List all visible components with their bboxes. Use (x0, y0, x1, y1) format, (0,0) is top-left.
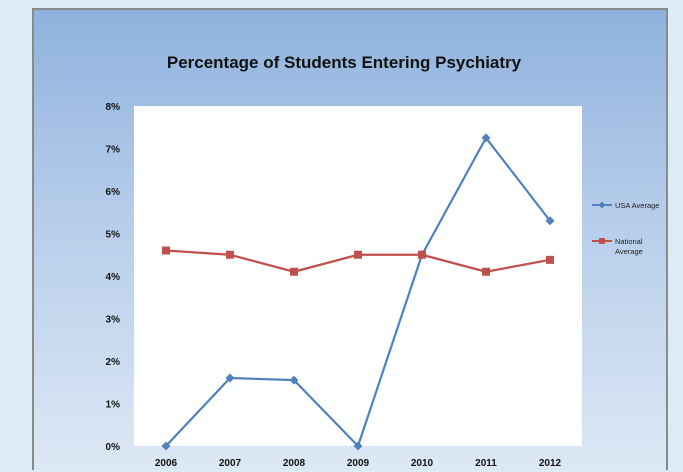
data-point (226, 250, 234, 259)
legend-swatch-marker (599, 238, 605, 244)
data-point (545, 216, 555, 226)
data-point (162, 246, 170, 255)
y-tick-label: 4% (106, 272, 121, 283)
data-point (482, 267, 490, 276)
y-tick-label: 1% (106, 400, 121, 411)
data-point (353, 441, 363, 451)
legend: USA Average National Average (592, 201, 659, 256)
x-tick-label: 2008 (283, 458, 306, 469)
x-axis-ticks: 2006 2007 2008 2009 2010 2011 2012 (155, 458, 562, 469)
line-chart: Percentage of Students Entering Psychiat… (106, 53, 660, 469)
legend-item: National Average (592, 237, 643, 256)
y-tick-label: 0% (106, 442, 121, 453)
x-tick-label: 2007 (219, 458, 242, 469)
legend-label: USA Average (615, 201, 659, 210)
y-tick-label: 2% (106, 357, 121, 368)
chart-title: Percentage of Students Entering Psychiat… (167, 53, 522, 72)
y-tick-label: 7% (106, 145, 121, 156)
data-point (418, 250, 426, 259)
data-point (354, 250, 362, 259)
data-point (546, 255, 554, 264)
data-point (161, 441, 171, 451)
series-layer (161, 133, 555, 451)
x-tick-label: 2006 (155, 458, 178, 469)
plot-area (134, 106, 582, 446)
y-tick-label: 6% (106, 187, 121, 198)
data-point (225, 373, 235, 383)
y-tick-label: 3% (106, 315, 121, 326)
y-tick-label: 8% (106, 102, 121, 113)
chart-frame: Percentage of Students Entering Psychiat… (32, 8, 668, 470)
data-point (289, 375, 299, 385)
legend-label: National Average (615, 237, 643, 256)
legend-swatch-marker (598, 201, 606, 209)
x-tick-label: 2011 (475, 458, 497, 469)
x-tick-label: 2009 (347, 458, 370, 469)
x-tick-label: 2012 (539, 458, 562, 469)
legend-item: USA Average (592, 201, 659, 210)
y-tick-label: 5% (106, 230, 121, 241)
data-point (290, 267, 298, 276)
y-axis-ticks: 0% 1% 2% 3% 4% 5% 6% 7% 8% (106, 102, 121, 453)
x-tick-label: 2010 (411, 458, 434, 469)
data-point (481, 133, 491, 143)
